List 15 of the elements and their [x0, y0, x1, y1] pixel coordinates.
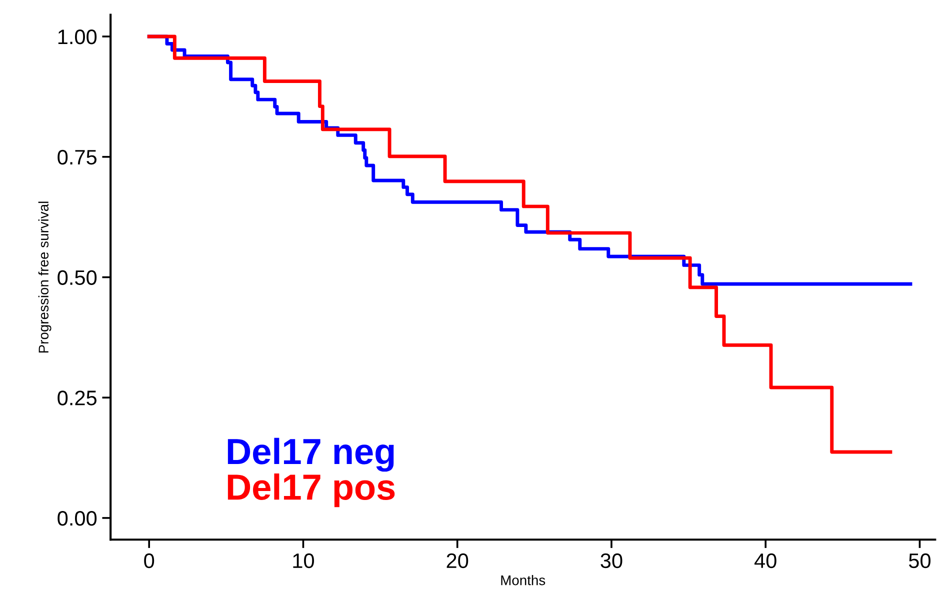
- y-tick-label: 0.00: [58, 510, 97, 526]
- x-tick-label: 50: [908, 553, 930, 568]
- y-axis-title: Progression free survival: [38, 202, 52, 353]
- y-tick-label: 1.00: [58, 29, 97, 44]
- y-tick-label: 0.50: [58, 270, 97, 285]
- y-tick-label: 0.75: [58, 150, 96, 165]
- x-tick-label: 20: [446, 553, 468, 568]
- text: Del17 pos: [228, 473, 395, 508]
- x-axis-title: Months: [501, 575, 546, 586]
- x-tick-label: 40: [754, 553, 776, 568]
- x-tick-label: 0: [144, 553, 154, 568]
- x-tick-label: 30: [600, 553, 622, 568]
- x-tick-label: 10: [293, 553, 314, 568]
- y-tick-label: 0.25: [58, 390, 96, 406]
- text: Del17 neg: [228, 438, 394, 472]
